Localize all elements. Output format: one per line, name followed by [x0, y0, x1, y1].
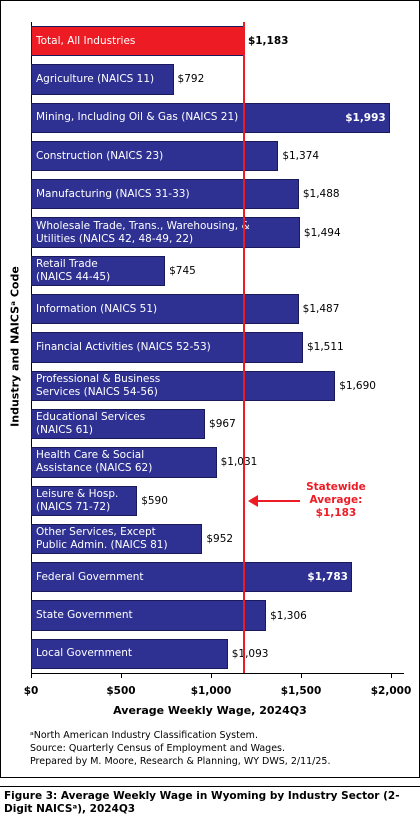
value-label: $1,993 [345, 111, 386, 124]
value-label: $1,690 [339, 379, 376, 392]
annotation-arrow-head [247, 494, 258, 507]
bar: Federal Government [31, 562, 352, 593]
bar: Professional & Business Services (NAICS … [31, 370, 336, 401]
value-label: $745 [169, 264, 196, 277]
bar: Local Government [31, 638, 228, 669]
caption-rule [0, 786, 420, 787]
bar: Mining, Including Oil & Gas (NAICS 21) [31, 102, 390, 133]
value-label: $1,488 [302, 188, 340, 201]
value-label: $1,511 [306, 341, 344, 354]
note: Source: Quarterly Census of Employment a… [30, 743, 286, 754]
bar: Construction (NAICS 23) [31, 140, 279, 172]
value-label: $792 [177, 73, 205, 86]
note: Prepared by M. Moore, Research & Plannin… [30, 756, 331, 767]
bar: Health Care & Social Assistance (NAICS 6… [31, 447, 217, 478]
annotation-arrow-shaft [253, 499, 300, 502]
bar: Manufacturing (NAICS 31-33) [31, 179, 299, 210]
value-label: $952 [206, 532, 234, 545]
x-tick [211, 673, 212, 678]
bar: Financial Activities (NAICS 52-53) [31, 332, 303, 363]
x-tick-label: $0 [23, 685, 39, 697]
annotation: Statewide Average: $1,183 [306, 480, 366, 519]
bar: Total, All Industries [31, 26, 244, 57]
value-label: $1,093 [231, 647, 269, 660]
bar: Information (NAICS 51) [31, 294, 299, 325]
x-tick [391, 673, 392, 678]
bar: Wholesale Trade, Trans., Warehousing, & … [31, 217, 300, 248]
value-label: $1,494 [303, 226, 341, 239]
x-tick-label: $2,000 [370, 685, 412, 697]
value-label: $1,783 [307, 571, 348, 584]
bar: Leisure & Hosp. (NAICS 71-72) [31, 485, 138, 516]
value-label: $967 [209, 418, 236, 431]
value-label: $1,183 [247, 35, 289, 48]
y-axis-label: Industry and NAICSᵃ Code [8, 266, 22, 427]
x-tick-label: $1,500 [280, 685, 322, 697]
value-label: $1,487 [302, 303, 340, 316]
x-axis-label: Average Weekly Wage, 2024Q3 [113, 704, 307, 717]
bar: Educational Services (NAICS 61) [31, 408, 206, 440]
x-tick [121, 673, 122, 678]
bar: Agriculture (NAICS 11) [31, 64, 174, 95]
caption: Figure 3: Average Weekly Wage in Wyoming… [4, 790, 400, 815]
bar: Retail Trade (NAICS 44-45) [31, 255, 166, 287]
reference-line [242, 22, 245, 673]
x-tick-label: $1,000 [190, 685, 232, 697]
value-label: $1,374 [282, 150, 320, 163]
x-tick [301, 673, 302, 678]
note: ᵃNorth American Industry Classification … [30, 730, 258, 741]
bar: State Government [31, 600, 267, 631]
value-label: $1,031 [220, 456, 258, 469]
x-tick [31, 673, 32, 678]
x-tick-label: $500 [106, 685, 136, 697]
value-label: $1,306 [270, 609, 307, 622]
bar: Other Services, Except Public Admin. (NA… [31, 523, 203, 555]
value-label: $590 [141, 494, 168, 507]
